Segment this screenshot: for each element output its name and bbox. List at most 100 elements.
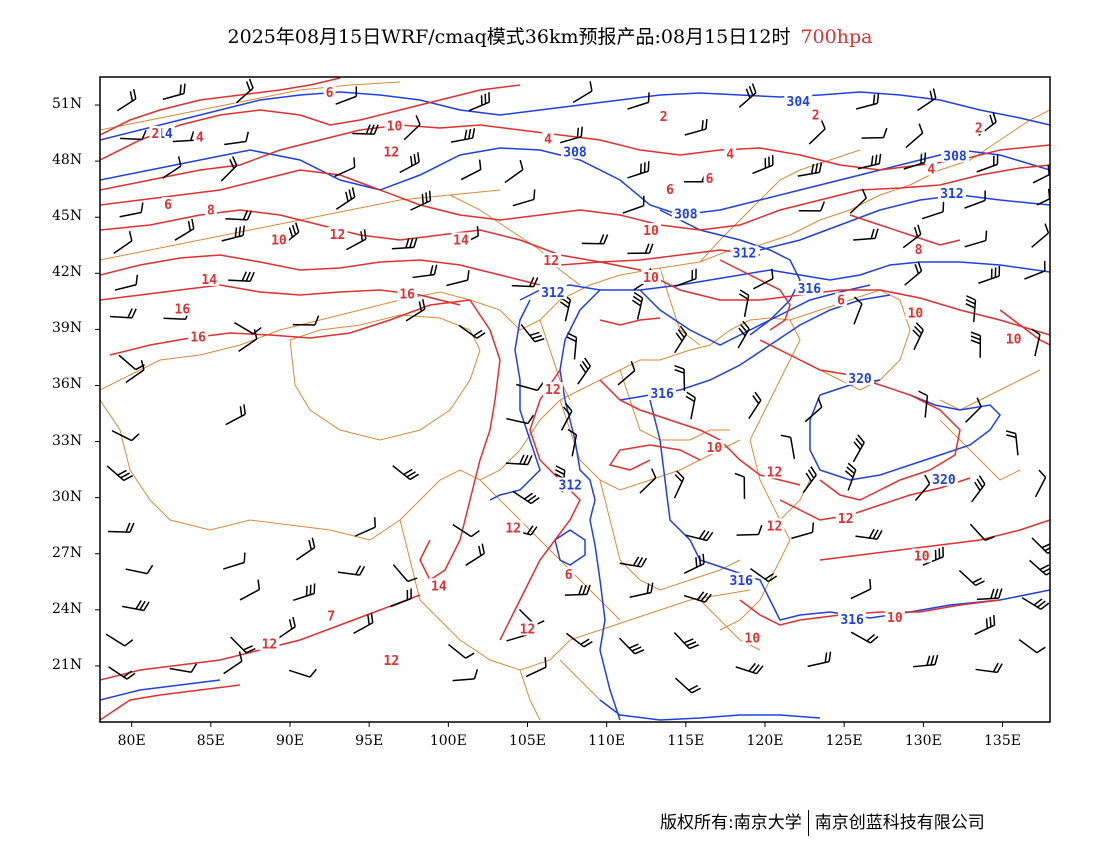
wind-barb (850, 631, 879, 644)
temperature-label: 12 (384, 654, 400, 669)
temperature-label: 10 (745, 632, 761, 647)
wind-barb (516, 381, 544, 392)
wind-barb (162, 156, 182, 179)
temperature-label: 6 (666, 183, 674, 198)
chart-title: 2025年08月15日WRF/cmaq模式36km预报产品:08月15日12时 7… (0, 22, 1100, 49)
wind-barb (458, 324, 486, 339)
temperature-label: 14 (201, 273, 217, 288)
copyright-left: 版权所有:南京大学 (660, 813, 802, 833)
wind-barb (230, 636, 256, 654)
temperature-label: 16 (399, 288, 415, 303)
x-tick-label: 100E (429, 733, 467, 749)
wind-barb (450, 128, 476, 143)
wind-barb (1036, 188, 1050, 206)
wind-barb (639, 468, 657, 494)
copyright-right: 南京创蓝科技有限公司 (814, 813, 985, 833)
wind-barb (452, 669, 479, 682)
wind-barb (971, 475, 986, 503)
wind-barb (114, 274, 139, 291)
wind-barb (969, 523, 995, 542)
wind-barb (392, 465, 419, 481)
temperature-label: 16 (190, 331, 206, 346)
wind-barb (169, 663, 198, 674)
wind-barb (236, 78, 254, 104)
temperature-label: 10 (271, 234, 287, 249)
wind-barb (855, 528, 883, 540)
geopotential-label: 316 (650, 387, 674, 402)
temperature-label: 2 (152, 127, 160, 142)
wind-barb (120, 129, 147, 141)
wind-barb (122, 600, 150, 612)
wind-barb (807, 651, 832, 668)
wind-barb (684, 119, 708, 136)
temperature-label: 6 (706, 172, 714, 187)
wind-barb (675, 268, 697, 287)
wind-barb (113, 230, 133, 254)
wind-barb (119, 202, 144, 218)
title-level: 700hpa (800, 26, 873, 48)
y-tick-label: 27N (52, 544, 83, 561)
y-tick-label: 24N (52, 600, 83, 617)
y-tick-label: 36N (52, 376, 83, 393)
wind-barb (225, 404, 246, 426)
wind-barb (914, 474, 931, 502)
wind-barb (505, 454, 533, 466)
wind-barb (174, 218, 195, 241)
y-tick-label: 21N (52, 656, 83, 673)
wind-barb (976, 154, 999, 173)
geopotential-label: 320 (848, 372, 872, 387)
temperature-label: 12 (767, 520, 783, 535)
plot-frame (99, 76, 1051, 723)
wind-barb (673, 470, 685, 499)
wind-barb (738, 83, 757, 108)
temperature-label: 10 (914, 549, 930, 564)
x-tick-label: 110E (588, 733, 626, 749)
wind-barb (797, 162, 823, 177)
wind-barb (913, 654, 939, 668)
wind-barb (577, 357, 591, 385)
temperature-label: 12 (505, 521, 521, 536)
geopotential-label: 312 (541, 286, 564, 301)
temperature-label: 2 (812, 108, 820, 123)
temperature-label: 8 (915, 243, 923, 258)
wind-barb (780, 434, 796, 460)
wind-barb (391, 237, 418, 250)
wind-barb (108, 666, 136, 680)
wind-barb (581, 234, 609, 245)
wind-barb (902, 224, 922, 249)
wind-barb (223, 651, 243, 675)
wind-barb (465, 543, 485, 566)
boundary-lines (100, 81, 1050, 721)
wind-barb (1024, 260, 1046, 280)
wind-barb (683, 591, 712, 603)
wind-barb (238, 329, 258, 353)
wind-barb (223, 552, 246, 570)
copyright-footer: 版权所有:南京大学 南京创蓝科技有限公司 (660, 808, 985, 836)
wind-barb (111, 429, 140, 442)
wind-barb (685, 529, 714, 542)
wind-barb (917, 88, 937, 112)
wind-barb (224, 131, 249, 146)
wind-barb (1005, 430, 1019, 456)
wind-barb (512, 490, 540, 505)
wind-barb (904, 261, 923, 286)
wind-barb (844, 462, 857, 491)
x-tick-label: 135E (984, 733, 1021, 749)
temperature-label: 6 (164, 198, 172, 213)
wind-barb (511, 276, 539, 288)
wind-barb (976, 588, 1003, 601)
wind-barb (849, 188, 867, 214)
x-tick-label: 80E (117, 733, 146, 749)
wind-barb (1018, 639, 1046, 654)
wind-barb (221, 225, 246, 242)
geopotential-label: 312 (559, 478, 582, 493)
wind-barb (737, 320, 750, 349)
wind-barb (673, 632, 700, 650)
wind-barb (964, 190, 986, 209)
wind-barb (791, 522, 815, 540)
wind-barb (405, 299, 426, 322)
wind-barb (735, 662, 764, 675)
wind-barbs (105, 78, 1050, 694)
x-tick-label: 115E (667, 733, 705, 749)
